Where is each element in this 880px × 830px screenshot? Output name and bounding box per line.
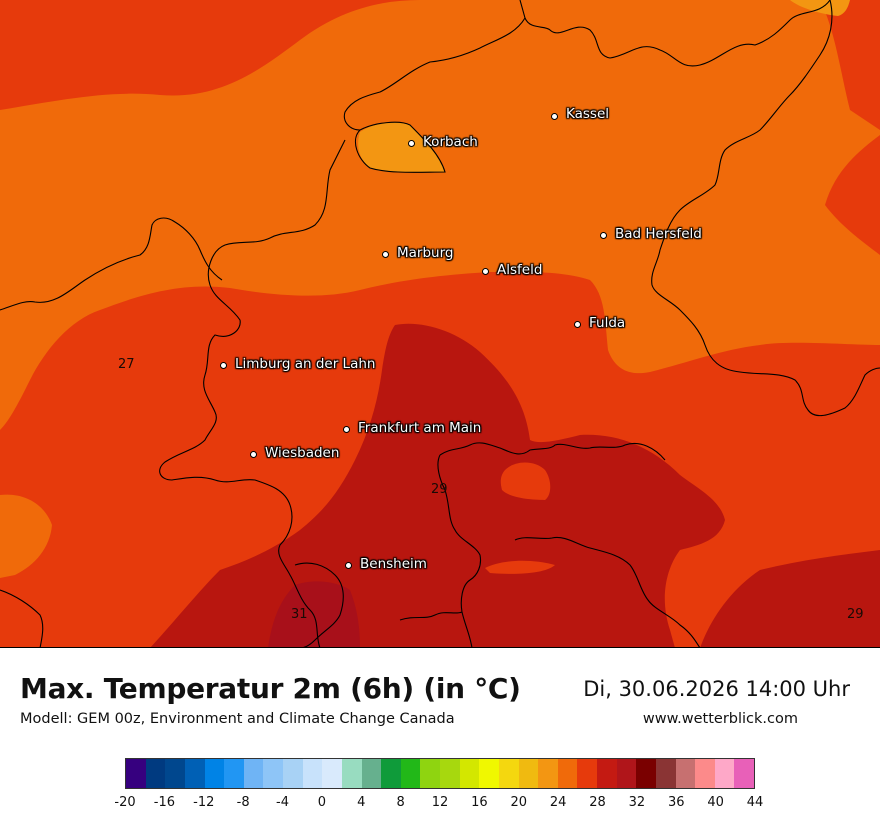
color-legend	[125, 758, 755, 789]
legend-tick-label: 40	[707, 795, 724, 810]
contour-label: 29	[847, 607, 864, 622]
city-dot-bensheim	[345, 562, 352, 569]
legend-tick-label: 36	[667, 795, 685, 810]
legend-swatch	[675, 759, 696, 788]
model-subtitle: Modell: GEM 00z, Environment and Climate…	[20, 711, 455, 727]
state-borders	[0, 0, 880, 647]
legend-swatch	[734, 759, 754, 788]
legend-tick-labels: -20 -16 -12 -8 -4 0 4 8 12 16 20 24 28 32 36 40 44	[114, 795, 763, 815]
legend-swatch	[557, 759, 578, 788]
legend-swatch	[243, 759, 264, 788]
legend-tick-label: -4	[276, 795, 289, 810]
legend-swatch	[224, 759, 244, 788]
legend-swatch	[420, 759, 440, 788]
legend-swatch	[322, 759, 342, 788]
zone-28-ne	[825, 135, 880, 255]
map-canvas	[0, 0, 880, 647]
forecast-datetime: Di, 30.06.2026 14:00 Uhr	[583, 677, 850, 701]
legend-tick-label: 28	[589, 795, 606, 810]
contour-label: 27	[118, 357, 135, 372]
zone-28-island	[500, 462, 551, 500]
legend-swatch	[440, 759, 460, 788]
legend-swatch	[577, 759, 597, 788]
city-label-bensheim: Bensheim	[360, 556, 427, 572]
legend-swatch	[479, 759, 499, 788]
legend-tick-label: -16	[153, 795, 175, 810]
legend-tick-label: 24	[549, 795, 567, 810]
city-label-korbach: Korbach	[423, 134, 478, 150]
zone-32	[268, 581, 360, 647]
legend-swatch	[302, 759, 323, 788]
legend-tick-label: 12	[431, 795, 449, 810]
legend-swatch	[165, 759, 185, 788]
city-dot-alsfeld	[482, 268, 489, 275]
legend-swatch	[145, 759, 166, 788]
city-label-bad-hersfeld: Bad Hersfeld	[615, 226, 702, 242]
legend-swatch	[400, 759, 421, 788]
city-dot-kassel	[551, 113, 558, 120]
legend-swatch	[695, 759, 715, 788]
legend-swatch	[636, 759, 656, 788]
legend-swatch	[597, 759, 617, 788]
zone-26	[0, 0, 880, 430]
legend-tick-label: 0	[317, 795, 327, 810]
contour-label: 29	[431, 482, 448, 497]
city-label-wiesbaden: Wiesbaden	[265, 445, 340, 461]
legend-tick-label: 32	[628, 795, 646, 810]
city-dot-frankfurt	[343, 426, 350, 433]
city-dot-bad-hersfeld	[600, 232, 607, 239]
legend-swatch	[714, 759, 735, 788]
legend-tick-label: 4	[357, 795, 366, 810]
legend-tick-label: 8	[396, 795, 405, 810]
legend-swatch	[126, 759, 146, 788]
legend-tick-label: 44	[746, 795, 764, 810]
legend-tick-label: -8	[236, 795, 250, 810]
city-label-marburg: Marburg	[397, 245, 454, 261]
legend-swatch	[381, 759, 401, 788]
legend-swatch	[283, 759, 303, 788]
legend-swatch	[459, 759, 480, 788]
city-label-limburg: Limburg an der Lahn	[235, 356, 376, 372]
city-label-kassel: Kassel	[566, 106, 610, 122]
city-label-fulda: Fulda	[589, 315, 626, 331]
zone-30	[150, 323, 725, 647]
map-title: Max. Temperatur 2m (6h) (in °C)	[20, 672, 521, 705]
legend-swatch	[518, 759, 539, 788]
city-dot-fulda	[574, 321, 581, 328]
city-label-frankfurt: Frankfurt am Main	[358, 420, 482, 436]
city-dot-limburg	[220, 362, 227, 369]
legend-swatch	[263, 759, 283, 788]
legend-swatch	[655, 759, 676, 788]
legend-swatch	[184, 759, 205, 788]
legend-swatch	[616, 759, 637, 788]
legend-tick-label: -12	[193, 795, 215, 810]
zone-28-island2	[485, 560, 555, 574]
contour-label: 31	[291, 607, 308, 622]
zone-30-se	[700, 550, 880, 647]
legend-tick-label: -20	[114, 795, 136, 810]
city-dot-wiesbaden	[250, 451, 257, 458]
legend-swatch	[361, 759, 382, 788]
legend-swatch	[204, 759, 225, 788]
city-label-alsfeld: Alsfeld	[497, 262, 543, 278]
site-url: www.wetterblick.com	[642, 711, 798, 727]
city-dot-marburg	[382, 251, 389, 258]
legend-swatch	[498, 759, 519, 788]
city-dot-korbach	[408, 140, 415, 147]
legend-swatch	[341, 759, 362, 788]
legend-tick-label: 16	[471, 795, 488, 810]
zone-24-korbach	[358, 122, 445, 173]
legend-tick-label: 20	[510, 795, 528, 810]
zone-26-west	[0, 494, 52, 578]
legend-swatch	[538, 759, 558, 788]
temperature-map: Kassel Korbach Bad Hersfeld Marburg Alsf…	[0, 0, 880, 648]
